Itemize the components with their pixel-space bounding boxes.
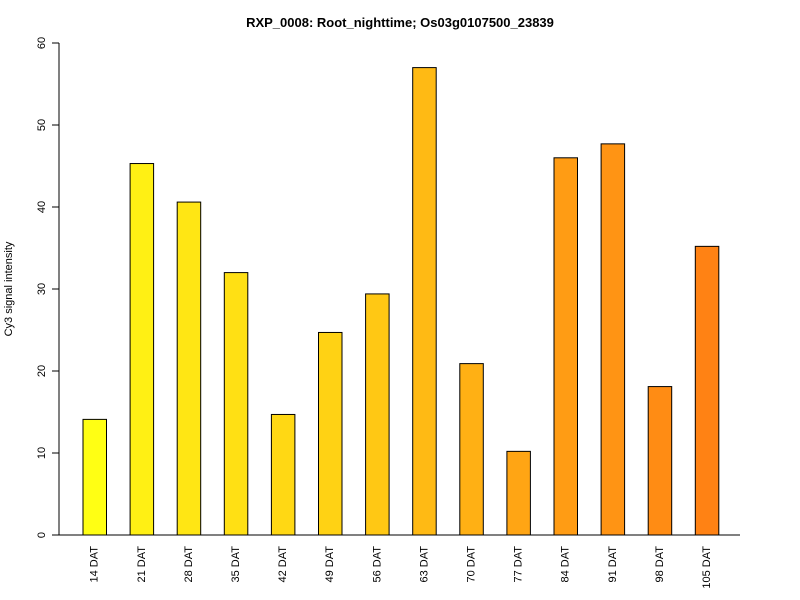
chart-title: RXP_0008: Root_nighttime; Os03g0107500_2… <box>246 15 554 30</box>
bar <box>600 143 626 536</box>
bar <box>553 157 578 536</box>
x-tick-label: 42 DAT <box>277 546 289 583</box>
bar <box>318 331 343 536</box>
x-tick-label: 91 DAT <box>607 546 619 583</box>
y-axis-label: Cy3 signal intensity <box>3 241 15 336</box>
bar <box>506 450 531 536</box>
y-tick-label: 50 <box>36 119 48 131</box>
x-tick-label: 77 DAT <box>513 546 525 583</box>
bar <box>412 67 437 536</box>
y-tick-label: 10 <box>36 447 48 459</box>
bar <box>270 413 296 536</box>
bar <box>647 386 673 536</box>
bars-group <box>82 67 720 536</box>
x-tick-label: 63 DAT <box>418 546 430 583</box>
y-tick-label: 60 <box>36 37 48 49</box>
bar <box>176 201 202 536</box>
y-tick-label: 40 <box>36 201 48 213</box>
bar <box>129 163 155 536</box>
y-tick-label: 20 <box>36 365 48 377</box>
y-axis-ticks: 0 10 20 30 40 50 60 <box>36 37 59 538</box>
bar <box>459 363 484 536</box>
x-tick-label: 21 DAT <box>136 546 148 583</box>
x-tick-label: 70 DAT <box>465 546 477 583</box>
bar <box>223 272 249 536</box>
x-tick-label: 35 DAT <box>230 546 242 583</box>
x-tick-label: 28 DAT <box>183 546 195 583</box>
x-tick-label: 56 DAT <box>371 546 383 583</box>
x-tick-label: 49 DAT <box>324 546 336 583</box>
x-tick-label: 14 DAT <box>89 546 101 583</box>
x-axis-tick-labels: 14 DAT 21 DAT 28 DAT 35 DAT 42 DAT 49 DAT 56 D… <box>89 546 713 589</box>
bar <box>694 245 720 536</box>
y-tick-label: 0 <box>36 532 48 538</box>
bar <box>82 418 107 536</box>
x-tick-label: 98 DAT <box>654 546 666 583</box>
x-tick-label: 84 DAT <box>560 546 572 583</box>
bar <box>365 293 390 536</box>
y-tick-label: 30 <box>36 283 48 295</box>
x-tick-label: 105 DAT <box>701 546 713 589</box>
